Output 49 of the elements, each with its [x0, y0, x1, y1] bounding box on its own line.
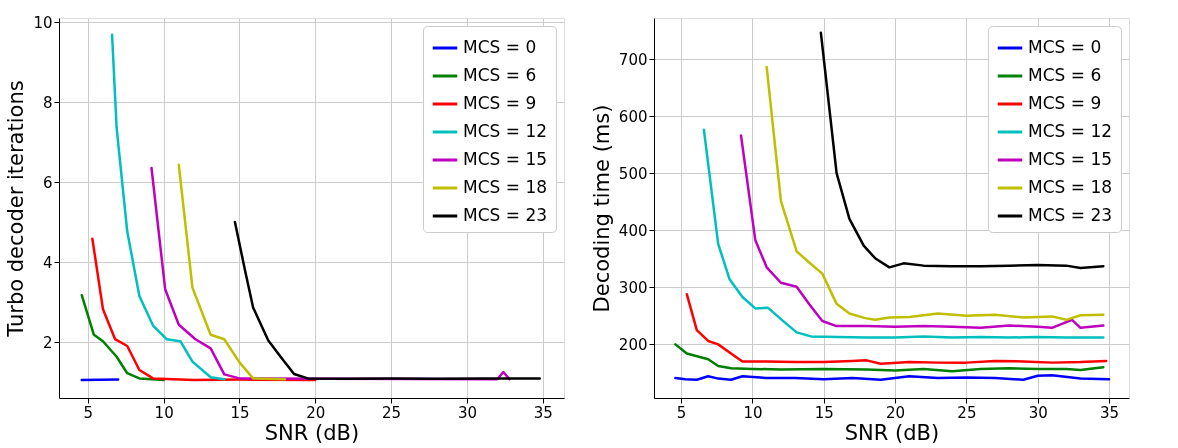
x-tick-label: 20: [306, 403, 326, 422]
legend-label: MCS = 18: [463, 177, 548, 197]
x-tick-label: 15: [230, 403, 250, 422]
y-tick-label: 4: [42, 253, 53, 272]
x-tick-label: 5: [676, 403, 687, 422]
x-tick-label: 5: [83, 403, 94, 422]
x-axis-title: SNR (dB): [264, 420, 360, 445]
x-tick-label: 30: [1028, 403, 1048, 422]
x-tick-label: 30: [457, 403, 477, 422]
y-tick-label: 300: [618, 278, 648, 297]
y-axis-title: Turbo decoder iterations: [4, 80, 29, 338]
legend-label: MCS = 23: [1028, 205, 1113, 225]
x-axis-title: SNR (dB): [844, 420, 940, 445]
legend-label: MCS = 23: [463, 205, 548, 225]
x-tick-label: 35: [533, 403, 553, 422]
legend-label: MCS = 0: [1028, 37, 1102, 57]
y-tick-label: 8: [42, 93, 53, 112]
line-series: [685, 292, 1108, 366]
line-series: [233, 220, 541, 381]
legend-label: MCS = 15: [463, 149, 548, 169]
legend-label: MCS = 18: [1028, 177, 1113, 197]
legend-label: MCS = 0: [463, 37, 537, 57]
y-tick-label: 600: [618, 107, 648, 126]
x-tick-label: 25: [382, 403, 402, 422]
line-series: [177, 163, 287, 381]
x-tick-label: 20: [886, 403, 906, 422]
y-tick-label: 2: [42, 333, 53, 352]
x-tick-label: 25: [957, 403, 977, 422]
line-series: [674, 343, 1105, 373]
y-tick-label: 10: [33, 13, 53, 32]
legend-label: MCS = 6: [463, 65, 537, 85]
legend-label: MCS = 12: [463, 121, 548, 141]
line-series: [80, 293, 165, 382]
x-tick-label: 10: [154, 403, 174, 422]
legend-label: MCS = 12: [1028, 121, 1113, 141]
legend-label: MCS = 9: [1028, 93, 1102, 113]
legend-label: MCS = 9: [463, 93, 537, 113]
x-tick-label: 15: [814, 403, 834, 422]
line-series: [110, 33, 226, 381]
legend-label: MCS = 15: [1028, 149, 1113, 169]
y-tick-label: 400: [618, 221, 648, 240]
y-tick-label: 200: [618, 335, 648, 354]
y-tick-label: 700: [618, 50, 648, 69]
y-axis-title: Decoding time (ms): [589, 104, 614, 313]
legend-label: MCS = 6: [1028, 65, 1102, 85]
x-tick-label: 35: [1099, 403, 1120, 422]
y-tick-label: 6: [42, 173, 53, 192]
x-tick-label: 10: [743, 403, 763, 422]
y-tick-label: 500: [618, 164, 648, 183]
